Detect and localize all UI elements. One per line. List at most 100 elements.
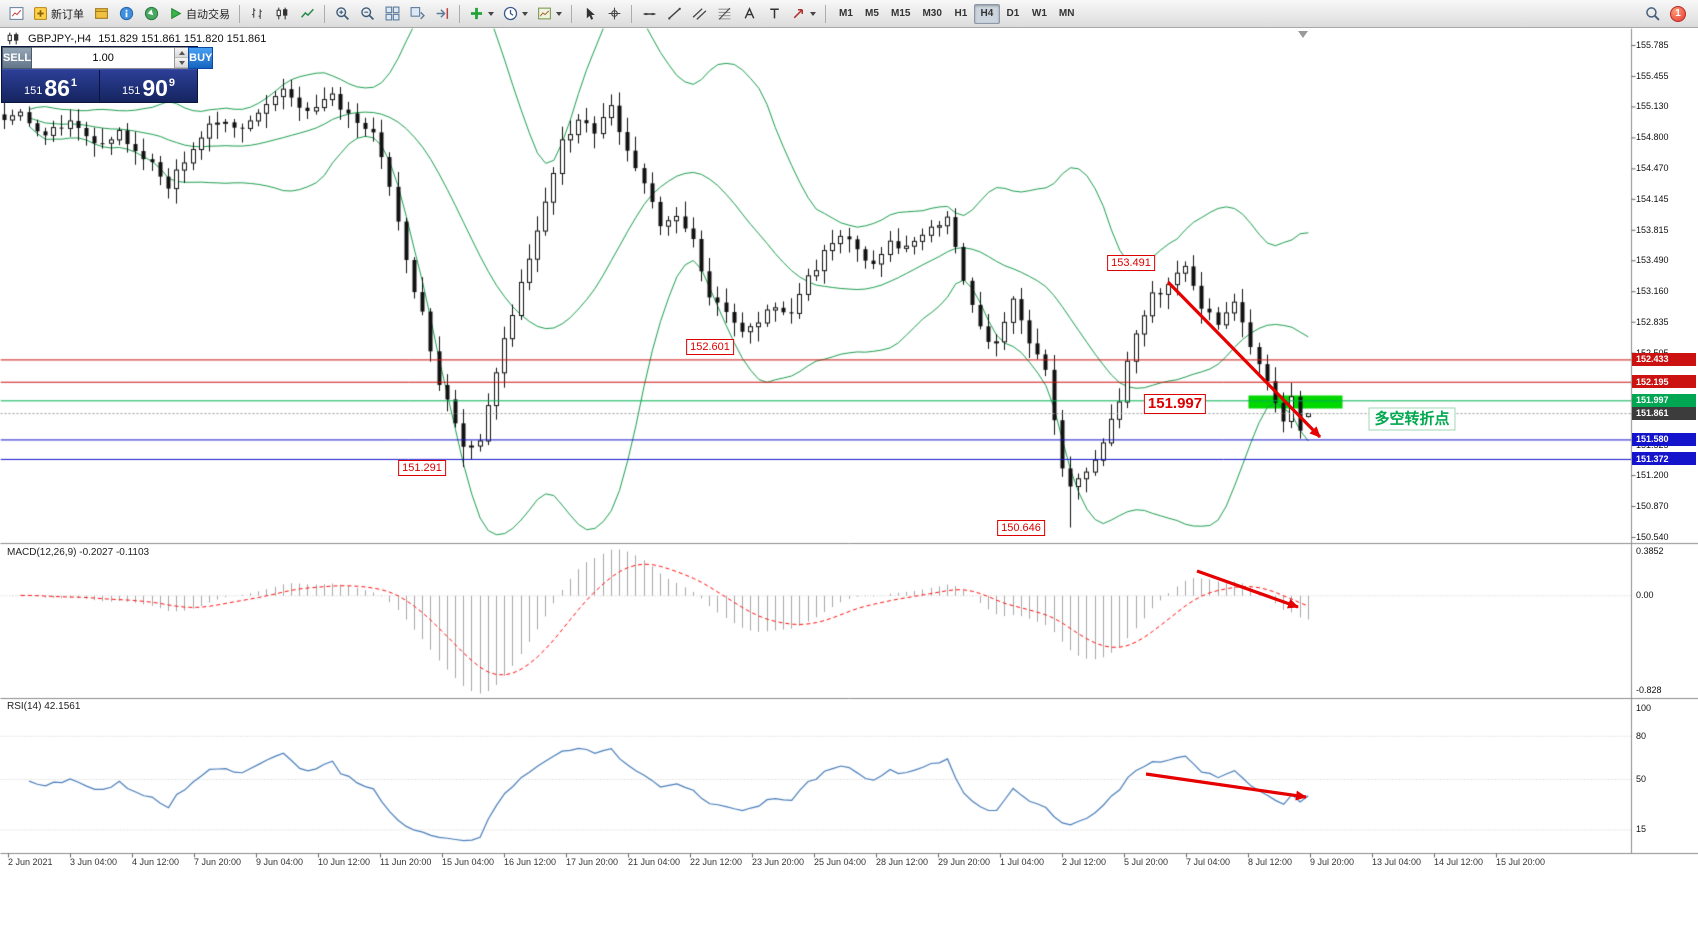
toolbar-separator [825, 4, 826, 23]
cursor-button[interactable] [577, 2, 601, 26]
sell-price-pipette: 1 [70, 77, 78, 89]
trendline-icon [667, 6, 682, 21]
sell-button[interactable]: SELL [2, 47, 33, 69]
new-order-button-label: 新订单 [51, 8, 84, 21]
text-button[interactable] [737, 2, 761, 26]
market-watch-button[interactable] [89, 2, 113, 26]
timeframe-mn-button[interactable]: MN [1058, 8, 1075, 19]
price-callout[interactable]: 152.601 [686, 339, 734, 355]
timeframe-m30-button[interactable]: M30 [922, 8, 942, 19]
line-chart-icon [300, 6, 315, 21]
price-callout[interactable]: 151.291 [398, 460, 446, 476]
time-axis-label: 23 Jun 20:00 [752, 857, 805, 867]
volume-increase-button[interactable] [175, 48, 189, 58]
sell-price-display[interactable]: 151 86 1 [2, 70, 99, 102]
timeframe-w1-button[interactable]: W1 [1031, 8, 1047, 19]
navigator-button[interactable] [139, 2, 163, 26]
candlestick-chart-button[interactable] [270, 2, 294, 26]
price-axis-label: 155.785 [1636, 40, 1669, 50]
up-arrow-icon [178, 50, 185, 55]
line-chart-button[interactable] [295, 2, 319, 26]
equidistant-channel-button[interactable] [687, 2, 711, 26]
time-axis-label: 29 Jun 20:00 [938, 857, 991, 867]
price-axis-label: 151.200 [1636, 470, 1669, 481]
toolbar-right: 1 [1640, 2, 1694, 26]
indicators-icon [469, 6, 484, 21]
bar-chart-button[interactable] [245, 2, 269, 26]
macd-axis-label: 0.3852 [1636, 546, 1664, 556]
turning-point-zone[interactable] [1248, 395, 1342, 408]
zoom-out-icon [360, 6, 375, 21]
auto-arrange-button[interactable] [405, 2, 429, 26]
symbol-header: GBPJPY-,H4 151.829 151.861 151.820 151.8… [6, 31, 266, 46]
price-axis-label: 152.505 [1636, 348, 1669, 358]
periods-button[interactable] [499, 2, 532, 26]
price-tag: 152.195 [1632, 375, 1696, 389]
zoom-in-button[interactable] [330, 2, 354, 26]
new-order-button[interactable]: 新订单 [29, 2, 88, 26]
buy-button[interactable]: BUY [188, 47, 214, 69]
price-callout[interactable]: 150.646 [997, 520, 1045, 536]
notification-badge[interactable]: 1 [1670, 5, 1686, 22]
chart-window-icon [9, 6, 24, 21]
sell-price-big: 86 [44, 75, 70, 101]
chart-shift-button[interactable] [430, 2, 454, 26]
toolbar-separator [239, 4, 240, 23]
fibo-icon [717, 6, 732, 21]
auto-arrange-icon [410, 6, 425, 21]
price-axis[interactable]: 155.785 155.455 155.130 154.800 154.470 154.1… [1631, 28, 1698, 853]
timeframe-m5-button[interactable]: M5 [865, 8, 879, 19]
new-order-icon [33, 6, 48, 21]
rsi-indicator-label: RSI(14) 42.1561 [7, 701, 81, 712]
rsi-axis-label: 100 [1636, 703, 1652, 713]
panel-splitter[interactable] [0, 541, 1698, 546]
chart-title-icon [6, 31, 21, 46]
timeframe-h1-button[interactable]: H1 [954, 8, 968, 19]
search-button[interactable] [1640, 2, 1664, 26]
time-axis-label: 16 Jun 12:00 [504, 857, 557, 867]
time-axis[interactable]: 2 Jun 2021 3 Jun 04:00 4 Jun 12:00 7 Jun 20… [0, 853, 1631, 875]
zoom-in-icon [335, 6, 350, 21]
data-window-icon [119, 6, 134, 21]
volume-decrease-button[interactable] [175, 58, 189, 68]
label-button[interactable] [762, 2, 786, 26]
volume-input[interactable] [32, 48, 175, 68]
fibonacci-button[interactable] [712, 2, 736, 26]
zoom-out-button[interactable] [355, 2, 379, 26]
timeframe-m15-button[interactable]: M15 [891, 8, 911, 19]
chart-shift-marker[interactable] [1298, 31, 1308, 38]
toolbar-separator [324, 4, 325, 23]
text-icon [742, 6, 757, 21]
price-callout[interactable]: 153.491 [1107, 255, 1155, 271]
chart-shift-icon [435, 6, 450, 21]
arrows-button[interactable] [787, 2, 820, 26]
indicators-button[interactable] [465, 2, 498, 26]
auto-trading-button[interactable]: 自动交易 [164, 2, 234, 26]
buy-price-display[interactable]: 151 90 9 [100, 70, 197, 102]
toolbar-separator [631, 4, 632, 23]
timeframe-d1-button[interactable]: D1 [1006, 8, 1020, 19]
trendline-button[interactable] [662, 2, 686, 26]
time-axis-label: 28 Jun 12:00 [876, 857, 929, 867]
turning-point-annotation[interactable]: 多空转折点 [1368, 407, 1456, 431]
price-axis-label: 153.490 [1636, 255, 1669, 266]
chart-window-button[interactable] [4, 2, 28, 26]
auto-trading-icon [168, 6, 183, 21]
time-axis-label: 21 Jun 04:00 [628, 857, 681, 867]
price-axis-label: 153.815 [1636, 224, 1669, 235]
price-axis-label: 155.455 [1636, 70, 1669, 81]
down-arrow-icon [178, 60, 185, 65]
timeframe-h4-button[interactable]: H4 [973, 3, 1000, 24]
price-tag: 152.433 [1632, 352, 1696, 366]
price-callout[interactable]: 151.997 [1143, 394, 1207, 414]
price-divider [99, 70, 100, 102]
horizontal-line-button[interactable] [637, 2, 661, 26]
panel-splitter[interactable] [0, 695, 1698, 700]
crosshair-button[interactable] [602, 2, 626, 26]
timeframe-m1-button[interactable]: M1 [839, 8, 853, 19]
tile-windows-button[interactable] [380, 2, 404, 26]
data-window-button[interactable] [114, 2, 138, 26]
time-axis-label: 2 Jul 12:00 [1062, 857, 1107, 867]
templates-button[interactable] [533, 2, 566, 26]
